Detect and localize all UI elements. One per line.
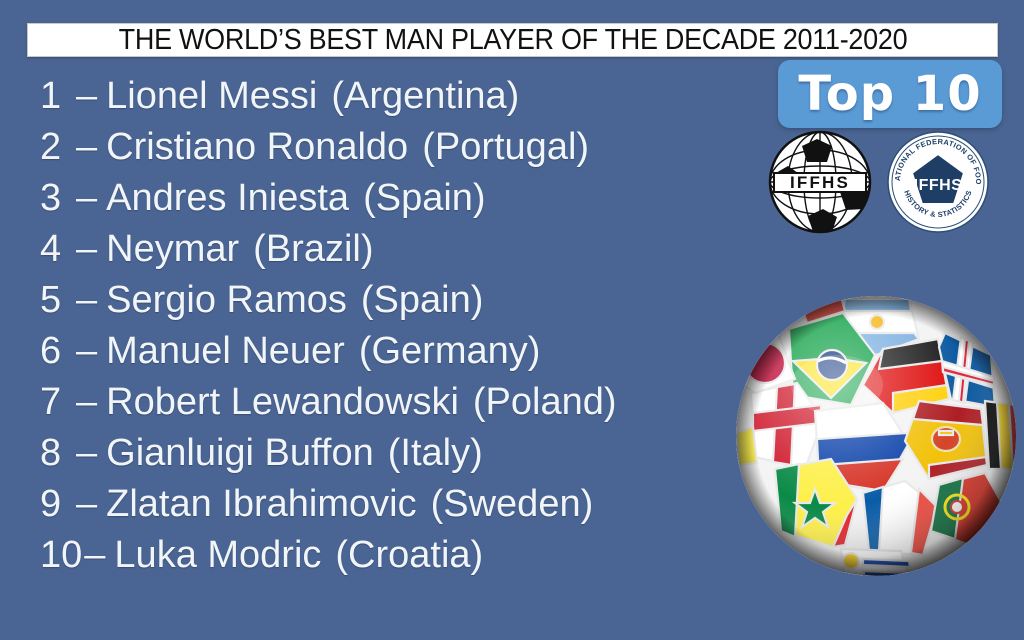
ranking-row: 1– Lionel Messi (Argentina) [40, 71, 730, 122]
ranking-separator: – [76, 279, 98, 321]
ranking-separator: – [76, 432, 98, 474]
ranking-separator: – [76, 177, 98, 219]
ranking-row: 4– Neymar (Brazil) [40, 224, 730, 275]
ranking-position: 6 [40, 330, 62, 372]
player-country: (Poland) [472, 381, 617, 423]
ranking-position: 3 [40, 177, 62, 219]
player-country: (Sweden) [430, 483, 594, 525]
player-name: Lionel Messi [106, 75, 318, 117]
ranking-position: 1 [40, 75, 62, 117]
ranking-separator: – [76, 330, 98, 372]
player-name: Sergio Ramos [106, 279, 347, 321]
ranking-row: 10– Luka Modric (Croatia) [40, 530, 730, 581]
ranking-row: 8– Gianluigi Buffon (Italy) [40, 428, 730, 479]
ranking-row: 9– Zlatan Ibrahimovic (Sweden) [40, 479, 730, 530]
ranking-separator: – [76, 483, 98, 525]
svg-text:IFFHS: IFFHS [914, 177, 963, 194]
top-10-badge-label: Top 10 [798, 66, 982, 122]
player-country: (Germany) [358, 330, 541, 372]
ranking-separator: – [76, 126, 98, 168]
ranking-row: 7– Robert Lewandowski (Poland) [40, 377, 730, 428]
player-name: Luka Modric [114, 534, 322, 576]
iffhs-seal-logo: IFFHS INTERNATIONAL FEDERATION OF FOOTBA… [886, 130, 989, 233]
player-country: (Spain) [363, 177, 486, 219]
player-name: Zlatan Ibrahimovic [106, 483, 417, 525]
player-country: (Croatia) [335, 534, 484, 576]
player-name: Manuel Neuer [106, 330, 345, 372]
flag-soccer-ball-label: soccer-ball-with-national-flags [0, 0, 1, 1]
player-name: Gianluigi Buffon [106, 432, 374, 474]
ranking-separator: – [84, 534, 106, 576]
player-name: Andres Iniesta [106, 177, 350, 219]
player-country: (Argentina) [331, 75, 520, 117]
player-country: (Brazil) [253, 228, 374, 270]
ranking-row: 3– Andres Iniesta (Spain) [40, 173, 730, 224]
ranking-position: 8 [40, 432, 62, 474]
player-country: (Portugal) [422, 126, 590, 168]
ranking-separator: – [76, 228, 98, 270]
ranking-position: 2 [40, 126, 62, 168]
player-country: (Spain) [360, 279, 484, 321]
ranking-row: 5– Sergio Ramos (Spain) [40, 275, 730, 326]
svg-text:IFFHS: IFFHS [790, 173, 850, 192]
ranking-row: 2– Cristiano Ronaldo (Portugal) [40, 122, 730, 173]
iffhs-globe-logo: IFFHS [768, 130, 872, 234]
player-name: Robert Lewandowski [106, 381, 459, 423]
ranking-separator: – [76, 381, 98, 423]
flag-soccer-ball [736, 296, 1016, 576]
ranking-position: 10 [40, 534, 83, 576]
ranking-position: 4 [40, 228, 62, 270]
ranking-position: 7 [40, 381, 62, 423]
ranking-row: 6– Manuel Neuer (Germany) [40, 326, 730, 377]
top-10-badge: Top 10 [778, 60, 1002, 128]
iffhs-seal-logo-label: IFFHS [0, 0, 1, 1]
ranking-list: 1– Lionel Messi (Argentina) 2– Cristiano Ron… [40, 71, 730, 581]
player-name: Cristiano Ronaldo [106, 126, 409, 168]
title-banner: THE WORLD’S BEST MAN PLAYER OF THE DECAD… [27, 23, 998, 57]
player-country: (Italy) [387, 432, 483, 474]
ranking-position: 9 [40, 483, 62, 525]
page-title: THE WORLD’S BEST MAN PLAYER OF THE DECAD… [118, 24, 907, 56]
ranking-position: 5 [40, 279, 62, 321]
player-name: Neymar [106, 228, 240, 270]
ranking-separator: – [76, 75, 98, 117]
iffhs-globe-logo-label: IFFHS [0, 0, 1, 1]
